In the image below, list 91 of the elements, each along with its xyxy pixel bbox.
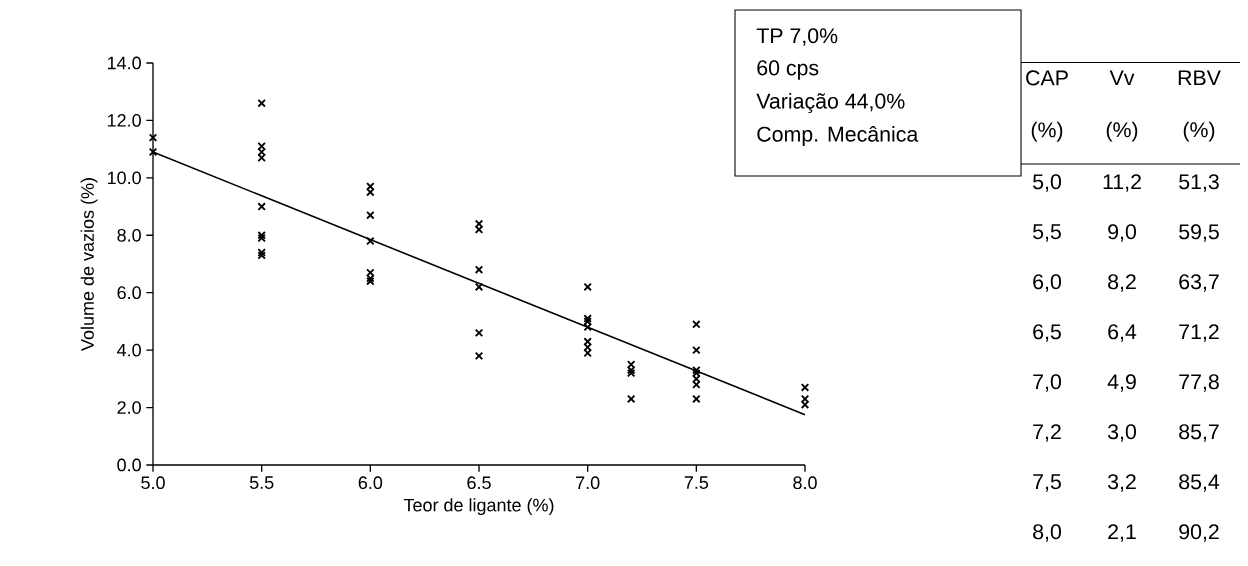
text: TP 7,0%	[756, 28, 838, 46]
point	[474, 225, 484, 234]
point	[692, 320, 701, 329]
text: 90,2	[1179, 524, 1219, 542]
text: 8,2	[1108, 274, 1136, 292]
point	[800, 383, 810, 392]
point	[474, 282, 484, 292]
point	[800, 400, 810, 409]
text: 59,5	[1179, 224, 1219, 242]
point	[366, 268, 375, 277]
point	[474, 351, 484, 361]
annotation: Variação 44,0%	[756, 93, 905, 113]
point	[257, 248, 266, 257]
text: 7,5	[1033, 474, 1061, 492]
point	[257, 202, 266, 211]
text: 8,0	[1033, 524, 1061, 542]
y-tick-label: 0.0	[117, 458, 141, 472]
text: 63,7	[1179, 274, 1219, 292]
text: 4,9	[1107, 374, 1136, 392]
point	[148, 147, 158, 157]
text: 71,2	[1179, 324, 1219, 342]
text: RBV (%)	[1178, 70, 1221, 142]
text: 2,1	[1108, 524, 1136, 542]
text: CAP (%)	[1026, 70, 1068, 142]
point	[583, 348, 592, 358]
point	[366, 187, 375, 197]
point	[583, 282, 592, 292]
point	[692, 345, 701, 355]
point	[692, 380, 701, 389]
point	[692, 365, 701, 375]
point	[366, 182, 375, 191]
x-tick-label: 6.0	[358, 476, 383, 490]
point	[148, 133, 158, 142]
text: 7,0	[1033, 374, 1061, 392]
text: 5,5	[1033, 224, 1061, 242]
y-tick-label: 14.0	[107, 56, 141, 70]
point	[474, 265, 484, 274]
text: 6,0	[1033, 274, 1061, 292]
point	[583, 314, 592, 323]
point	[366, 274, 375, 283]
y-axis-title: Volume de vazios (%)	[80, 178, 98, 351]
text: 85,4	[1179, 474, 1220, 492]
text: 7,2	[1033, 424, 1061, 442]
y-tick-label: 12.0	[107, 114, 141, 127]
point	[692, 394, 701, 404]
point	[474, 219, 484, 229]
text: 3,2	[1107, 474, 1136, 492]
x-tick-label: 7.0	[576, 476, 600, 490]
point	[257, 251, 266, 260]
text: 6,5	[1033, 324, 1061, 342]
text: 5,0	[1033, 174, 1061, 192]
x-tick-label: 5.0	[141, 476, 165, 490]
point	[257, 153, 266, 162]
text: 6,4	[1108, 324, 1137, 342]
point	[583, 343, 592, 352]
text: Vv (%)	[1106, 70, 1138, 142]
point	[692, 374, 701, 384]
point	[257, 233, 266, 243]
point	[257, 231, 266, 240]
point	[366, 276, 375, 286]
text: 85,7	[1179, 424, 1219, 442]
point	[583, 322, 592, 332]
point	[626, 394, 636, 404]
text: 77,8	[1179, 374, 1219, 392]
point	[583, 317, 592, 326]
text: 9,0	[1108, 224, 1136, 242]
y-tick-label: 10.0	[107, 171, 141, 185]
point	[800, 394, 810, 404]
text: 3,0	[1107, 424, 1136, 442]
point	[626, 360, 636, 369]
point	[257, 147, 266, 157]
y-tick-label: 4.0	[117, 343, 141, 357]
point	[583, 337, 592, 346]
point	[474, 328, 484, 338]
x-tick-label: 8.0	[793, 476, 817, 490]
point	[366, 236, 375, 246]
y-tick-label: 8.0	[117, 228, 141, 242]
x-axis-title: Teor de ligante (%)	[403, 498, 554, 516]
point	[692, 368, 701, 378]
point	[257, 98, 266, 108]
annotation: Comp. Mecânica	[757, 126, 919, 146]
point	[366, 210, 375, 220]
x-tick-label: 5.5	[249, 476, 274, 489]
y-tick-label: 6.0	[117, 286, 141, 300]
y-tick-label: 2.0	[117, 401, 141, 414]
x-tick-label: 6.5	[467, 476, 491, 490]
point	[257, 142, 266, 151]
text: 51,3	[1179, 174, 1219, 192]
x-tick-label: 7.5	[684, 476, 709, 489]
text: 11,2	[1103, 174, 1141, 192]
annotation: 60 cps	[757, 60, 819, 80]
